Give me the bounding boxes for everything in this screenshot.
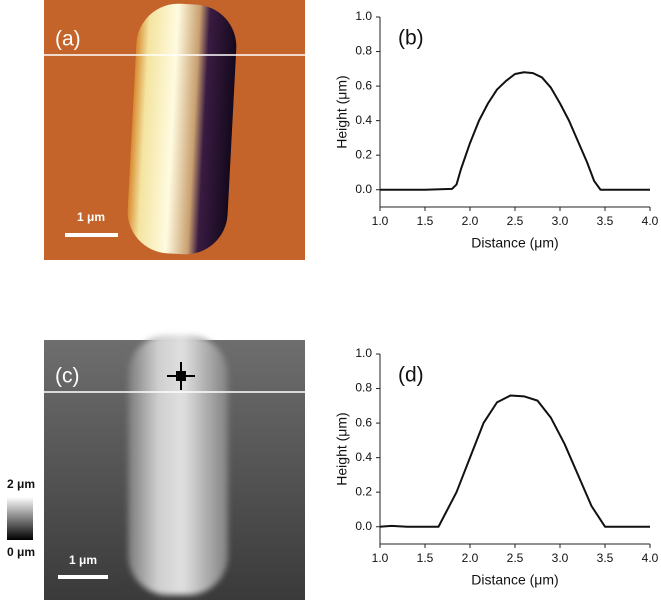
y-tick-label: 0.8 xyxy=(355,44,372,58)
panel-label: (d) xyxy=(398,364,424,387)
line-series xyxy=(380,71,650,191)
x-tick-label: 1.5 xyxy=(417,551,434,565)
x-tick-label: 3.0 xyxy=(552,551,569,565)
afm-image-c xyxy=(7,335,305,600)
x-tick-label: 2.0 xyxy=(462,551,479,565)
y-axis-label: Height (μm) xyxy=(334,412,350,485)
x-tick-label: 3.5 xyxy=(597,214,614,228)
x-axis-label: Distance (μm) xyxy=(471,235,558,251)
y-tick-label: 0.8 xyxy=(355,381,372,395)
colorbar-max: 2 μm xyxy=(7,477,35,491)
x-tick-label: 2.5 xyxy=(507,551,524,565)
scale-bar-label: 1 μm xyxy=(69,553,97,567)
x-tick-label: 4.0 xyxy=(642,214,659,228)
x-axis-label: Distance (μm) xyxy=(471,572,558,588)
panel-label: (c) xyxy=(55,365,80,388)
x-tick-label: 1.0 xyxy=(372,214,389,228)
scale-bar-label: 1 μm xyxy=(77,210,105,224)
colorbar-min: 0 μm xyxy=(7,545,35,559)
x-tick-label: 1.5 xyxy=(417,214,434,228)
panel-label: (a) xyxy=(55,28,81,51)
x-tick-label: 4.0 xyxy=(642,551,659,565)
y-tick-label: 0.0 xyxy=(355,519,372,533)
y-tick-label: 0.4 xyxy=(355,450,372,464)
y-tick-label: 0.2 xyxy=(355,484,372,498)
y-tick-label: 0.2 xyxy=(355,147,372,161)
y-tick-label: 0.6 xyxy=(355,415,372,429)
y-tick-label: 0.6 xyxy=(355,78,372,92)
y-tick-label: 0.0 xyxy=(355,182,372,196)
panel-label: (b) xyxy=(398,27,424,50)
line-series xyxy=(379,394,650,528)
y-tick-label: 0.4 xyxy=(355,113,372,127)
y-tick-label: 1.0 xyxy=(355,346,372,360)
afm-image-a xyxy=(44,0,305,260)
x-tick-label: 2.0 xyxy=(462,214,479,228)
x-tick-label: 1.0 xyxy=(372,551,389,565)
x-tick-label: 3.0 xyxy=(552,214,569,228)
x-tick-label: 3.5 xyxy=(597,551,614,565)
y-tick-label: 1.0 xyxy=(355,9,372,23)
y-axis-label: Height (μm) xyxy=(334,75,350,148)
x-tick-label: 2.5 xyxy=(507,214,524,228)
